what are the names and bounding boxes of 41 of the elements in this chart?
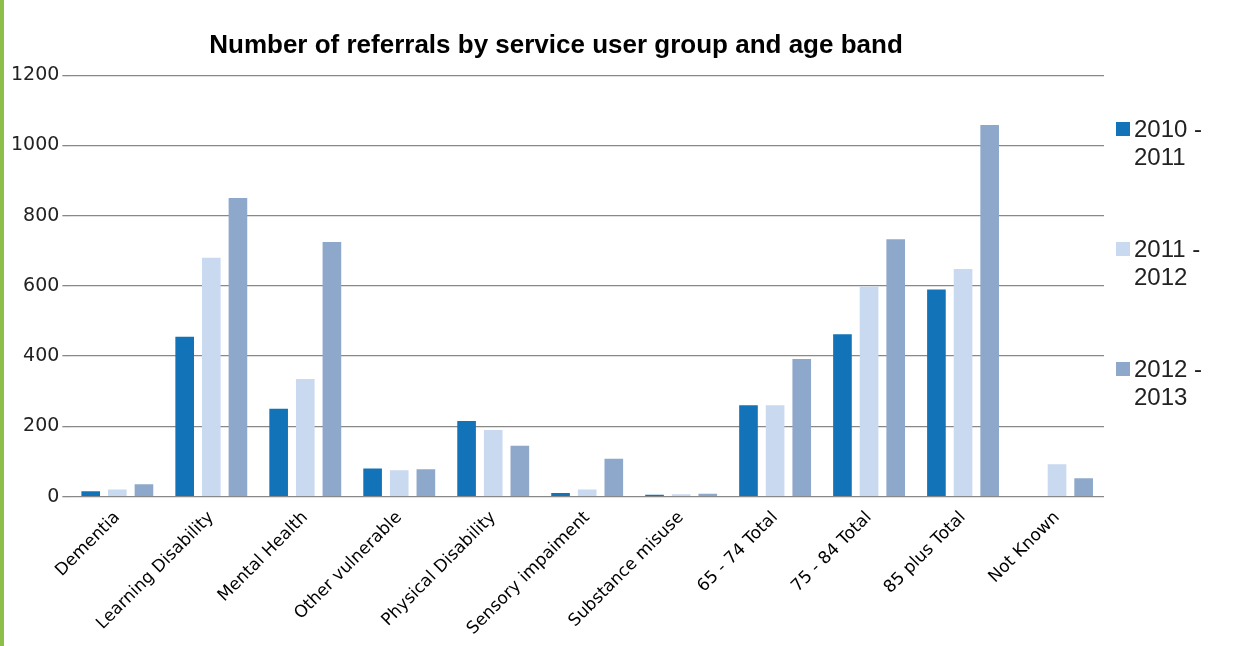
bar (108, 489, 127, 496)
bar (416, 469, 436, 496)
bar (698, 493, 718, 496)
bar (859, 286, 879, 496)
bar (389, 470, 409, 496)
bar (792, 358, 812, 496)
bar (604, 458, 624, 496)
bar (927, 289, 946, 496)
bar (953, 269, 973, 496)
bar (228, 198, 248, 496)
bar (81, 491, 101, 496)
bar (765, 405, 785, 496)
bar (322, 242, 342, 496)
bar (269, 408, 288, 496)
bar (363, 468, 382, 496)
y-tick-label: 1000 (10, 132, 60, 155)
bar (833, 334, 852, 496)
bar (739, 405, 758, 496)
bar (295, 378, 315, 496)
y-tick-label: 0 (47, 483, 60, 506)
bar (457, 421, 476, 496)
bar (483, 429, 503, 496)
bar (201, 257, 221, 496)
bar (1074, 478, 1093, 496)
legend-label: 2012 - 2013 (1134, 355, 1204, 411)
bar (134, 484, 154, 496)
legend-label: 2011 - 2012 (1134, 235, 1202, 291)
bar (510, 445, 530, 496)
y-tick-label: 200 (23, 413, 60, 436)
y-tick-label: 1200 (10, 62, 60, 85)
y-tick-label: 800 (23, 202, 60, 225)
chart-title: Number of referrals by service user group and age band (209, 28, 903, 59)
y-tick-label: 400 (23, 343, 60, 366)
y-tick-label: 600 (23, 272, 60, 295)
legend-label: 2010 - 2011 (1134, 115, 1204, 171)
bar (577, 489, 597, 496)
bar (886, 239, 906, 496)
bar (551, 493, 570, 496)
bar (1047, 464, 1067, 496)
bar (175, 336, 194, 496)
bar (980, 125, 999, 496)
